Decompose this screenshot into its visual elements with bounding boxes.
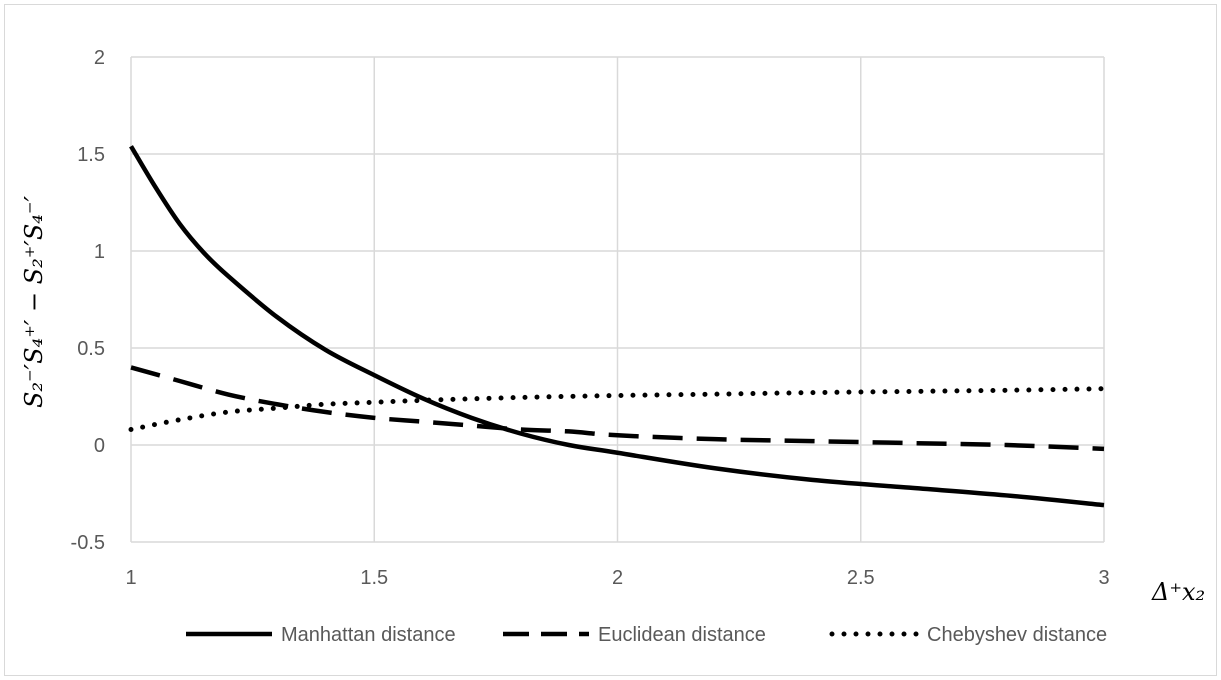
- legend-label: Euclidean distance: [598, 624, 766, 646]
- gridlines: [130, 56, 1105, 543]
- legend-label: Manhattan distance: [281, 624, 456, 646]
- y-axis-label: S₂⁻′S₄⁺′ − S₂⁺′S₄⁻′: [20, 195, 48, 408]
- y-tick-label: -0.5: [71, 532, 105, 554]
- series-line-chebyshev-distance: [128, 386, 1107, 432]
- x-tick-label: 1: [125, 567, 136, 589]
- series-lines: [128, 145, 1107, 508]
- y-tick-label: 1.5: [77, 144, 105, 166]
- y-tick-label: 0.5: [77, 338, 105, 360]
- y-tick-label: 0: [94, 435, 105, 457]
- legend-label: Chebyshev distance: [927, 624, 1107, 646]
- tick-labels: 2 1.5 1 0.5 0 -0.5 1 1.5 2 2.5 3: [71, 47, 1110, 589]
- x-tick-label: 2: [612, 567, 623, 589]
- series-line-euclidean-distance: [130, 365, 1105, 452]
- y-tick-label: 1: [94, 241, 105, 263]
- x-tick-label: 3: [1098, 567, 1109, 589]
- chart-frame: [4, 4, 1217, 676]
- legend: Manhattan distance Euclidean distance Cheb…: [186, 624, 1107, 646]
- y-tick-label: 2: [94, 47, 105, 69]
- x-tick-label: 1.5: [360, 567, 388, 589]
- series-line-manhattan-distance: [129, 145, 1105, 508]
- x-tick-label: 2.5: [847, 567, 875, 589]
- x-axis-label: Δ⁺x₂: [1151, 578, 1205, 606]
